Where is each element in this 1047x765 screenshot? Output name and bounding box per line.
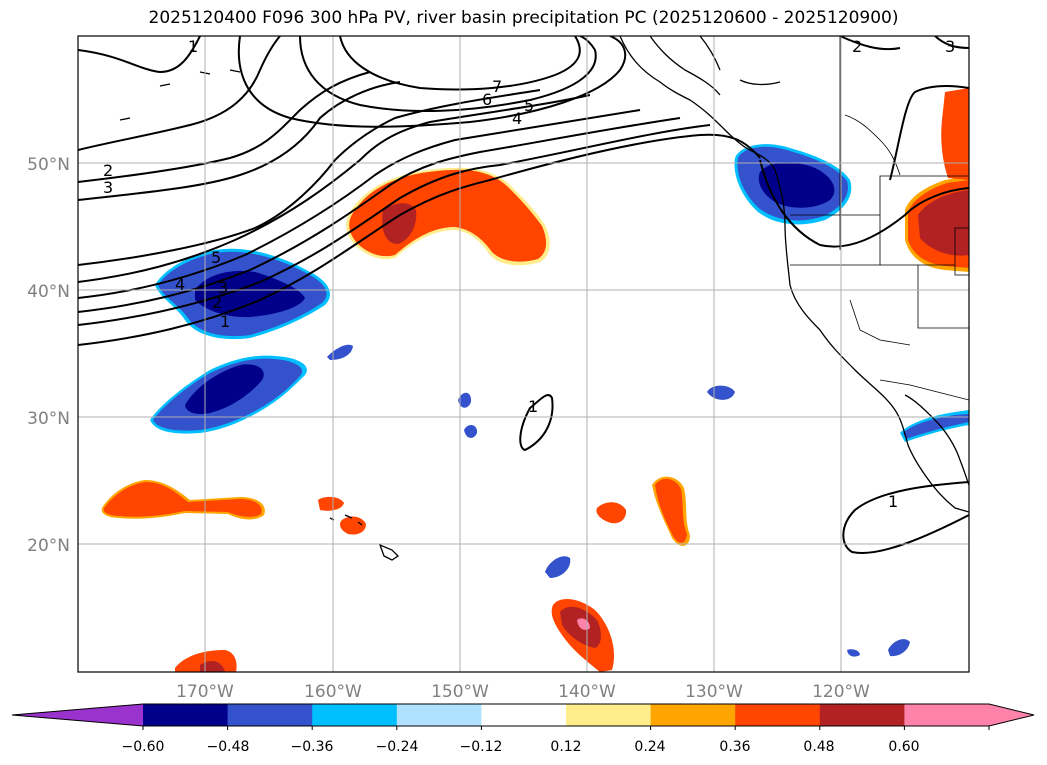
map-title: 2025120400 F096 300 hPa PV, river basin … <box>148 8 899 28</box>
contour-label: 3 <box>103 178 113 197</box>
colorbar-tick-label: 0.48 <box>803 739 834 755</box>
latitude-labels: 50°N 40°N 30°N 20°N <box>27 155 70 556</box>
contour-label: 1 <box>888 492 898 511</box>
map-frame <box>77 35 970 673</box>
contour-label: 1 <box>528 397 538 416</box>
colorbar-segment <box>650 704 736 726</box>
colorbar-extend-high <box>989 704 1034 726</box>
lat-label: 30°N <box>27 409 70 429</box>
colorbar-segment <box>312 704 398 726</box>
contour-label: 6 <box>482 90 492 109</box>
contour-label: 7 <box>492 77 502 96</box>
colorbar-tick-label: −0.24 <box>376 739 419 755</box>
lat-label: 50°N <box>27 155 70 175</box>
lon-label: 150°W <box>431 682 489 702</box>
colorbar-tick-label: −0.48 <box>207 739 250 755</box>
lon-label: 170°W <box>176 682 234 702</box>
colorbar-tick-label: −0.36 <box>291 739 334 755</box>
lon-label: 120°W <box>812 682 870 702</box>
colorbar-segment <box>396 704 482 726</box>
colorbar-tick-labels: −0.60 −0.48 −0.36 −0.24 −0.12 0.12 0.24 … <box>122 739 920 755</box>
contour-label: 4 <box>512 109 522 128</box>
contour-label: 5 <box>211 248 221 267</box>
map-area: 1 2 3 4 5 6 7 2 3 5 4 3 2 1 1 1 <box>78 36 969 672</box>
contour-label: 1 <box>220 312 230 331</box>
pv-contours <box>78 36 969 554</box>
lat-label: 20°N <box>27 536 70 556</box>
colorbar-segment <box>819 704 905 726</box>
contour-label: 3 <box>945 37 955 56</box>
colorbar-tick-label: 0.24 <box>634 739 665 755</box>
contour-label: 3 <box>218 278 228 297</box>
precip-positive-shading <box>101 88 969 672</box>
contour-label: 1 <box>188 37 198 56</box>
colorbar-tick-label: −0.12 <box>460 739 503 755</box>
colorbar-tick-label: −0.60 <box>122 739 165 755</box>
contour-label: 2 <box>212 293 222 312</box>
contour-label: 2 <box>852 37 862 56</box>
lon-label: 140°W <box>558 682 616 702</box>
contour-label: 4 <box>175 275 185 294</box>
colorbar-segment <box>227 704 313 726</box>
colorbar-segment <box>143 704 229 726</box>
longitude-labels: 170°W 160°W 150°W 140°W 130°W 120°W <box>176 682 870 702</box>
lon-label: 160°W <box>304 682 362 702</box>
lon-label: 130°W <box>685 682 743 702</box>
colorbar-segment <box>566 704 652 726</box>
colorbar-tick-label: 0.60 <box>888 739 919 755</box>
colorbar-tick-label: 0.12 <box>550 739 581 755</box>
colorbar-segment <box>735 704 821 726</box>
lat-label: 40°N <box>27 282 70 302</box>
contour-label: 2 <box>103 161 113 180</box>
political-borders <box>790 36 969 401</box>
colorbar <box>11 703 1035 730</box>
colorbar-segment <box>481 704 567 726</box>
colorbar-segment <box>904 704 990 726</box>
contour-labels: 1 2 3 4 5 6 7 2 3 5 4 3 2 1 1 1 <box>103 37 955 511</box>
map-gridlines <box>78 36 969 672</box>
colorbar-tick-label: 0.36 <box>719 739 750 755</box>
contour-label: 5 <box>524 96 534 115</box>
colorbar-extend-low <box>12 704 143 726</box>
